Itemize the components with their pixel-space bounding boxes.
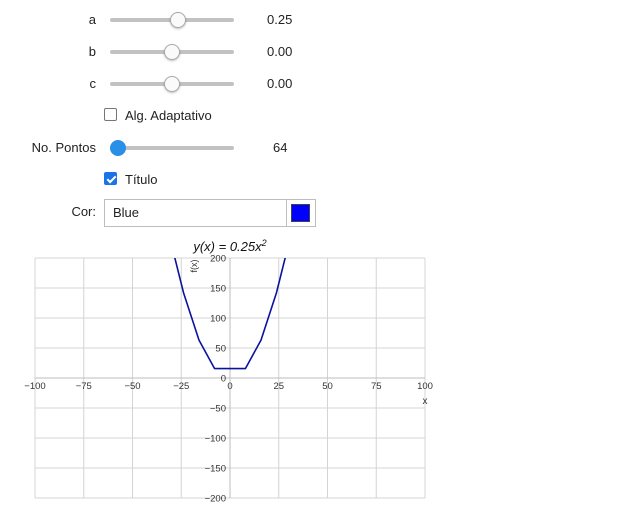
x-tick-label: 100: [417, 381, 433, 392]
color-input[interactable]: Blue: [104, 199, 316, 227]
y-tick-label: −200: [205, 494, 226, 505]
function-curve: [174, 258, 286, 370]
x-tick-label: 75: [371, 381, 382, 392]
chart-title: y(x) = 0.25x2: [192, 238, 266, 254]
chart-title-exponent: 2: [261, 238, 267, 248]
slider-b-thumb[interactable]: [164, 44, 180, 60]
color-picker-button[interactable]: [286, 200, 315, 226]
x-tick-label: 0: [227, 381, 232, 392]
function-plot: −100 −75 −50 −25 0 25 50 75 100 −200 −150 −100 −50 0 5…: [24, 238, 433, 505]
y-axis-label: f(x): [189, 260, 199, 273]
chart-title-main: y(x) = 0.25x: [192, 239, 262, 254]
color-label: Cor:: [71, 204, 96, 219]
x-axis-label: x: [423, 396, 428, 407]
y-tick-label: 100: [210, 314, 226, 325]
x-tick-label: 50: [322, 381, 333, 392]
x-tick-label: −25: [173, 381, 189, 392]
y-tick-label: −150: [205, 464, 226, 475]
y-tick-label: 150: [210, 284, 226, 295]
title-checkbox[interactable]: [104, 172, 117, 185]
slider-c-value: 0.00: [267, 76, 293, 91]
y-tick-label: −100: [205, 434, 226, 445]
x-tick-label: −75: [76, 381, 92, 392]
slider-b-value: 0.00: [267, 44, 293, 59]
x-tick-label: −50: [124, 381, 140, 392]
slider-a-value: 0.25: [267, 12, 293, 27]
y-tick-label: −50: [210, 404, 226, 415]
y-tick-label: 0: [221, 374, 226, 385]
points-slider-thumb[interactable]: [110, 140, 126, 156]
color-input-value: Blue: [113, 205, 140, 220]
slider-b-label: b: [88, 44, 96, 59]
points-slider-track[interactable]: [110, 146, 234, 150]
title-checkbox-label: Título: [125, 172, 158, 187]
x-tick-label: −100: [24, 381, 45, 392]
slider-c-label: c: [89, 76, 97, 91]
adaptive-algorithm-checkbox[interactable]: [104, 108, 117, 121]
y-tick-label: 200: [210, 254, 226, 265]
color-swatch: [291, 204, 310, 222]
points-slider-label: No. Pontos: [31, 140, 96, 155]
points-slider-value: 64: [273, 140, 288, 155]
x-tick-label: 25: [273, 381, 284, 392]
slider-c-thumb[interactable]: [164, 76, 180, 92]
slider-a-thumb[interactable]: [170, 12, 187, 28]
adaptive-algorithm-label: Alg. Adaptativo: [125, 108, 212, 123]
y-tick-label: 50: [215, 344, 226, 355]
slider-a-label: a: [88, 12, 96, 27]
